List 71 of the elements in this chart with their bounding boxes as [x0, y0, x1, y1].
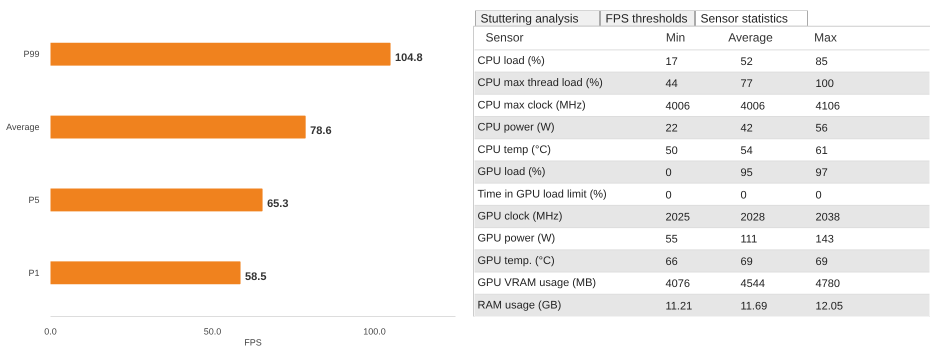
text: Stuttering analysis	[480, 11, 579, 26]
y-tick-label: P1	[28, 268, 40, 278]
text: 4544	[740, 278, 765, 290]
data-label: 104.8	[395, 52, 423, 64]
x-tick-label: 100.0	[363, 326, 386, 336]
text: 11.21	[666, 300, 692, 312]
data-label: 58.5	[245, 270, 266, 283]
text: 52	[740, 56, 753, 68]
y-tick-label: P99	[23, 49, 40, 60]
text: 97	[816, 167, 828, 180]
text: 69	[816, 256, 828, 268]
text: 42	[740, 122, 753, 135]
text: 0	[740, 189, 747, 202]
x-axis-title: FPS	[244, 338, 262, 348]
category-label: CPU max thread load (%)	[478, 77, 603, 90]
category-label: GPU temp. (°C)	[478, 254, 555, 267]
data-label: 78.6	[310, 125, 332, 138]
text: 77	[740, 78, 753, 90]
y-tick-label: Average	[6, 122, 40, 132]
text: 4006	[740, 100, 765, 112]
text: 54	[740, 144, 753, 157]
text: FPS thresholds	[606, 11, 688, 26]
category-label: CPU power (W)	[478, 122, 555, 134]
text: 56	[816, 122, 828, 135]
category-label: Average	[728, 30, 774, 45]
text: 22	[666, 122, 678, 135]
category-label: RAM usage (GB)	[478, 299, 562, 312]
text: 61	[816, 144, 828, 157]
bar	[50, 261, 241, 284]
category-label: CPU max clock (MHz)	[478, 99, 586, 112]
text: 69	[740, 256, 753, 268]
text: 111	[740, 234, 758, 246]
x-tick-label: 0.0	[44, 326, 57, 336]
text: 2028	[740, 212, 765, 224]
text: 44	[666, 78, 678, 90]
category-label: GPU load (%)	[478, 166, 546, 178]
text: 2025	[666, 212, 690, 224]
text: 85	[816, 56, 828, 68]
bar	[50, 188, 263, 212]
text: 50	[666, 144, 678, 157]
category-label: GPU VRAM usage (MB)	[478, 277, 596, 290]
category-label: GPU power (W)	[478, 232, 556, 245]
category-label: CPU temp (°C)	[478, 144, 551, 156]
category-label: Max	[814, 30, 837, 45]
text: 4106	[816, 100, 840, 112]
data-label: 65.3	[267, 198, 288, 210]
text: 4006	[666, 100, 690, 112]
text: 143	[816, 234, 834, 246]
y-tick-label: P5	[28, 194, 40, 205]
text: 100	[816, 78, 834, 90]
category-label: GPU clock (MHz)	[478, 210, 562, 223]
text: 4076	[666, 278, 690, 290]
text: 0	[666, 167, 672, 180]
text: 0	[666, 189, 672, 202]
bar	[50, 116, 306, 138]
text: 95	[740, 167, 753, 180]
category-label: Min	[666, 30, 686, 45]
text: Sensor statistics	[700, 11, 788, 26]
bar	[50, 42, 391, 66]
text: 12.05	[816, 300, 844, 312]
text: 4780	[816, 278, 840, 290]
text: 0	[816, 189, 822, 202]
category-label: CPU load (%)	[478, 54, 545, 67]
text: 17	[666, 56, 678, 68]
text: 55	[666, 234, 678, 246]
x-tick-label: 50.0	[204, 326, 222, 336]
text: 2038	[816, 212, 840, 224]
text: 66	[666, 256, 678, 268]
category-label: Time in GPU load limit (%)	[478, 188, 607, 200]
text: 11.69	[740, 300, 768, 312]
text: Sensor	[486, 30, 524, 45]
